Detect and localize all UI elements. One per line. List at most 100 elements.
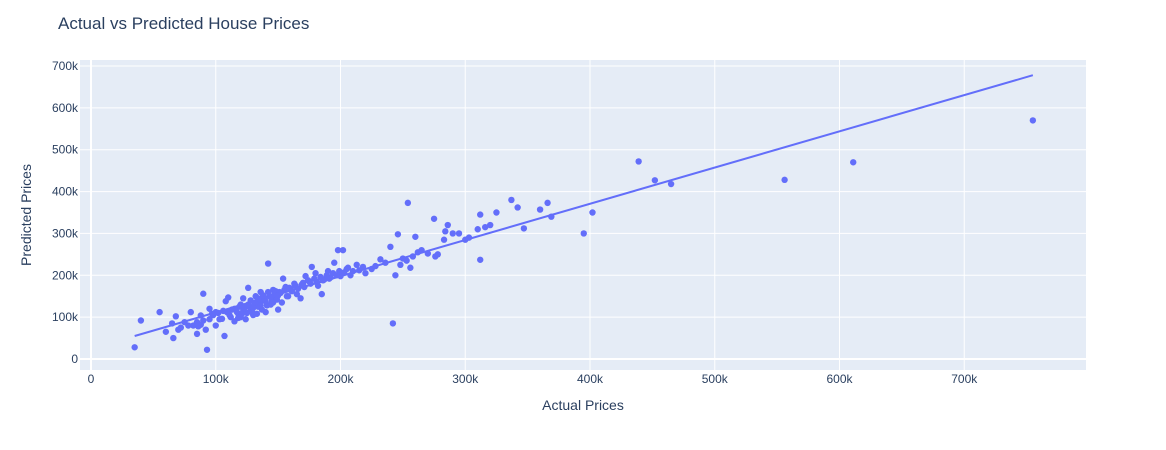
data-point — [336, 267, 343, 275]
data-point — [362, 269, 369, 277]
data-point — [220, 307, 227, 315]
data-point — [313, 278, 320, 285]
data-point — [216, 316, 223, 323]
data-point — [247, 297, 254, 304]
data-point — [202, 326, 209, 333]
data-point — [477, 211, 484, 218]
y-tick-label: 700k — [52, 59, 79, 73]
data-point — [382, 259, 389, 266]
data-point — [359, 263, 367, 271]
data-point — [589, 209, 596, 216]
data-point — [236, 303, 243, 310]
data-point — [404, 199, 412, 207]
data-point — [430, 215, 438, 222]
data-point — [474, 226, 481, 233]
data-point — [412, 233, 419, 240]
data-point — [208, 310, 216, 317]
data-point — [225, 294, 232, 301]
data-point — [212, 322, 219, 329]
data-point — [387, 243, 394, 251]
data-point — [409, 253, 417, 260]
data-point — [279, 275, 287, 282]
data-point — [349, 267, 357, 275]
data-point — [264, 260, 272, 267]
data-point — [274, 306, 282, 313]
data-point — [221, 332, 228, 340]
data-point — [514, 204, 521, 211]
data-point — [257, 302, 264, 309]
y-tick-label: 100k — [52, 310, 79, 324]
data-point — [318, 290, 325, 298]
data-point — [339, 246, 347, 254]
data-point — [326, 275, 333, 282]
data-point — [331, 259, 338, 266]
data-point — [455, 230, 463, 237]
data-point — [168, 320, 176, 327]
data-point — [137, 317, 145, 324]
y-tick-label: 600k — [52, 101, 79, 115]
data-point — [206, 316, 213, 323]
data-point — [200, 290, 207, 297]
data-point — [228, 306, 236, 313]
data-point — [278, 299, 286, 306]
data-point — [487, 221, 494, 229]
data-point — [233, 308, 241, 316]
data-point — [344, 264, 352, 271]
x-tick-label: 100k — [203, 372, 230, 386]
data-point — [274, 292, 282, 299]
data-point — [341, 269, 348, 276]
data-point — [249, 304, 257, 312]
data-point — [651, 177, 659, 184]
data-point — [206, 305, 213, 312]
data-point — [294, 285, 302, 292]
data-point — [262, 298, 269, 305]
data-point — [307, 280, 314, 287]
x-axis-title: Actual Prices — [542, 397, 624, 413]
data-point — [418, 246, 425, 254]
data-point — [283, 293, 291, 300]
data-point — [308, 263, 316, 271]
x-axis-ticks: 0 100k 200k 300k 400k 500k 600k 700k — [88, 372, 979, 386]
y-tick-label: 400k — [52, 185, 79, 199]
data-point — [312, 269, 319, 277]
data-point — [187, 308, 194, 316]
x-tick-label: 300k — [452, 372, 479, 386]
data-point — [397, 261, 404, 269]
data-point — [548, 213, 555, 220]
data-point — [156, 308, 163, 316]
data-point — [254, 295, 262, 302]
x-tick-label: 500k — [702, 372, 729, 386]
data-point — [353, 261, 360, 269]
x-tick-label: 0 — [88, 372, 95, 386]
data-point — [203, 346, 211, 353]
gridlines — [80, 60, 1086, 370]
data-point — [197, 312, 204, 319]
data-point — [281, 286, 288, 294]
data-point — [667, 180, 675, 188]
data-point — [301, 283, 308, 291]
data-point — [293, 290, 301, 298]
data-point — [440, 236, 448, 243]
data-point — [288, 287, 296, 295]
data-point — [482, 223, 489, 231]
data-point — [444, 221, 451, 229]
data-point — [442, 228, 449, 235]
data-point — [394, 231, 402, 238]
data-point — [536, 206, 544, 213]
data-point — [403, 257, 410, 264]
data-point — [244, 284, 252, 292]
data-point — [319, 277, 327, 284]
y-tick-label: 0 — [71, 352, 78, 366]
data-point — [162, 328, 170, 335]
x-tick-label: 600k — [826, 372, 853, 386]
y-axis-ticks: 0 100k 200k 300k 400k 500k 600k 700k — [52, 59, 79, 366]
x-tick-label: 700k — [951, 372, 978, 386]
data-points — [131, 117, 1037, 353]
data-point — [259, 292, 267, 299]
data-point — [635, 158, 642, 165]
data-point — [170, 334, 177, 342]
data-point — [389, 320, 397, 327]
data-point — [131, 344, 138, 351]
data-point — [226, 311, 233, 319]
